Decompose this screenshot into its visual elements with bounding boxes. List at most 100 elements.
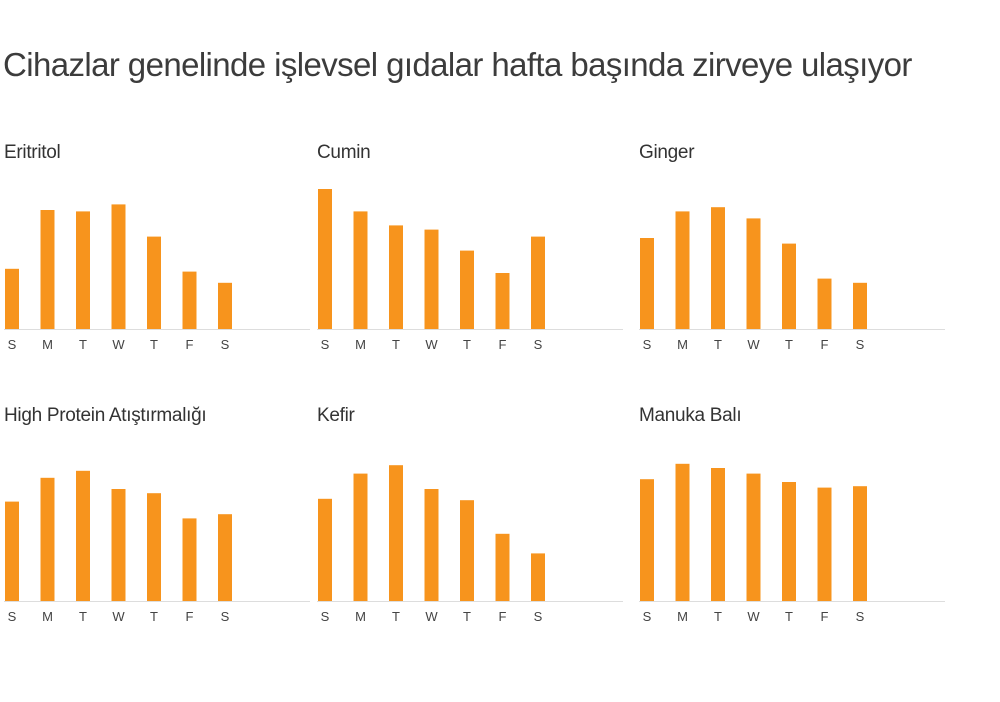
bar	[5, 268, 19, 329]
bar	[531, 553, 545, 601]
x-tick-label: S	[856, 609, 865, 624]
x-tick-label: F	[821, 337, 829, 352]
chart-panel-kefir: Kefir S M T W T F S	[317, 405, 623, 635]
x-tick-label: S	[8, 337, 17, 352]
x-tick-label: T	[150, 337, 158, 352]
bar	[782, 243, 796, 329]
x-tick-label: T	[79, 337, 87, 352]
x-tick-label: W	[747, 609, 760, 624]
bar	[460, 250, 474, 329]
bar	[782, 482, 796, 601]
bar	[40, 210, 55, 329]
bar	[147, 236, 161, 329]
chart-title: Kefir	[317, 405, 355, 426]
x-tick-label: S	[321, 337, 330, 352]
chart-title: Eritritol	[4, 142, 61, 163]
bar	[389, 225, 403, 329]
bar	[746, 473, 761, 601]
bar	[424, 229, 439, 329]
bar	[495, 533, 510, 601]
x-tick-label: S	[221, 609, 230, 624]
bar	[389, 465, 403, 601]
bar	[531, 236, 545, 329]
x-tick-label: T	[714, 609, 722, 624]
bar	[853, 282, 867, 329]
x-tick-label: S	[534, 609, 543, 624]
bar	[711, 207, 725, 329]
x-tick-label: F	[499, 337, 507, 352]
x-tick-label: S	[321, 609, 330, 624]
chart-title: High Protein Atıştırmalığı	[4, 405, 207, 426]
x-tick-label: F	[186, 609, 194, 624]
chart-panel-manuka: Manuka Balı S M T W T F S	[639, 405, 945, 635]
x-tick-label: M	[355, 337, 366, 352]
bar	[147, 493, 161, 601]
chart-panel-cumin: Cumin S M T W T F S	[317, 142, 623, 362]
x-tick-label: S	[221, 337, 230, 352]
x-tick-label: W	[747, 337, 760, 352]
x-tick-label: W	[425, 337, 438, 352]
page-title: Cihazlar genelinde işlevsel gıdalar haft…	[3, 46, 912, 83]
x-tick-label: M	[42, 609, 53, 624]
bar	[675, 211, 690, 329]
x-tick-label: T	[785, 337, 793, 352]
x-tick-label: F	[186, 337, 194, 352]
bar	[817, 278, 832, 329]
bar	[640, 479, 654, 601]
x-tick-label: M	[677, 337, 688, 352]
bar	[182, 518, 197, 601]
bar	[424, 489, 439, 601]
bar	[853, 486, 867, 601]
bar	[111, 204, 126, 329]
bar	[318, 498, 332, 601]
chart-panel-ginger: Ginger S M T W T F S	[639, 142, 945, 362]
x-tick-label: S	[643, 337, 652, 352]
bar	[711, 468, 725, 601]
chart-title: Manuka Balı	[639, 405, 742, 426]
bar	[5, 501, 19, 601]
x-tick-label: M	[355, 609, 366, 624]
x-tick-label: M	[42, 337, 53, 352]
bar	[495, 273, 510, 329]
bar	[353, 473, 368, 601]
x-tick-label: T	[714, 337, 722, 352]
x-tick-label: T	[463, 609, 471, 624]
bar	[182, 271, 197, 329]
x-tick-label: W	[112, 337, 125, 352]
x-tick-label: W	[112, 609, 125, 624]
x-tick-label: T	[392, 337, 400, 352]
x-tick-label: T	[79, 609, 87, 624]
bar	[817, 487, 832, 601]
chart-title: Cumin	[317, 142, 371, 163]
x-tick-label: S	[8, 609, 17, 624]
x-tick-label: T	[785, 609, 793, 624]
bar	[353, 211, 368, 329]
x-tick-label: S	[534, 337, 543, 352]
x-tick-label: F	[499, 609, 507, 624]
bar	[76, 211, 90, 329]
chart-panel-high-protein: High Protein Atıştırmalığı S M T W T F S	[4, 405, 310, 635]
bar	[218, 282, 232, 329]
bar	[640, 238, 654, 329]
x-tick-label: T	[463, 337, 471, 352]
chart-panel-eritritol: Eritritol S M T W T F S	[4, 142, 310, 362]
x-tick-label: F	[821, 609, 829, 624]
bar	[40, 477, 55, 601]
x-tick-label: T	[150, 609, 158, 624]
bar	[460, 500, 474, 601]
bar	[318, 189, 332, 329]
x-tick-label: M	[677, 609, 688, 624]
bar	[218, 514, 232, 601]
bar	[76, 470, 90, 601]
x-tick-label: S	[643, 609, 652, 624]
x-tick-label: S	[856, 337, 865, 352]
chart-title: Ginger	[639, 142, 695, 163]
x-tick-label: T	[392, 609, 400, 624]
bar	[111, 489, 126, 601]
